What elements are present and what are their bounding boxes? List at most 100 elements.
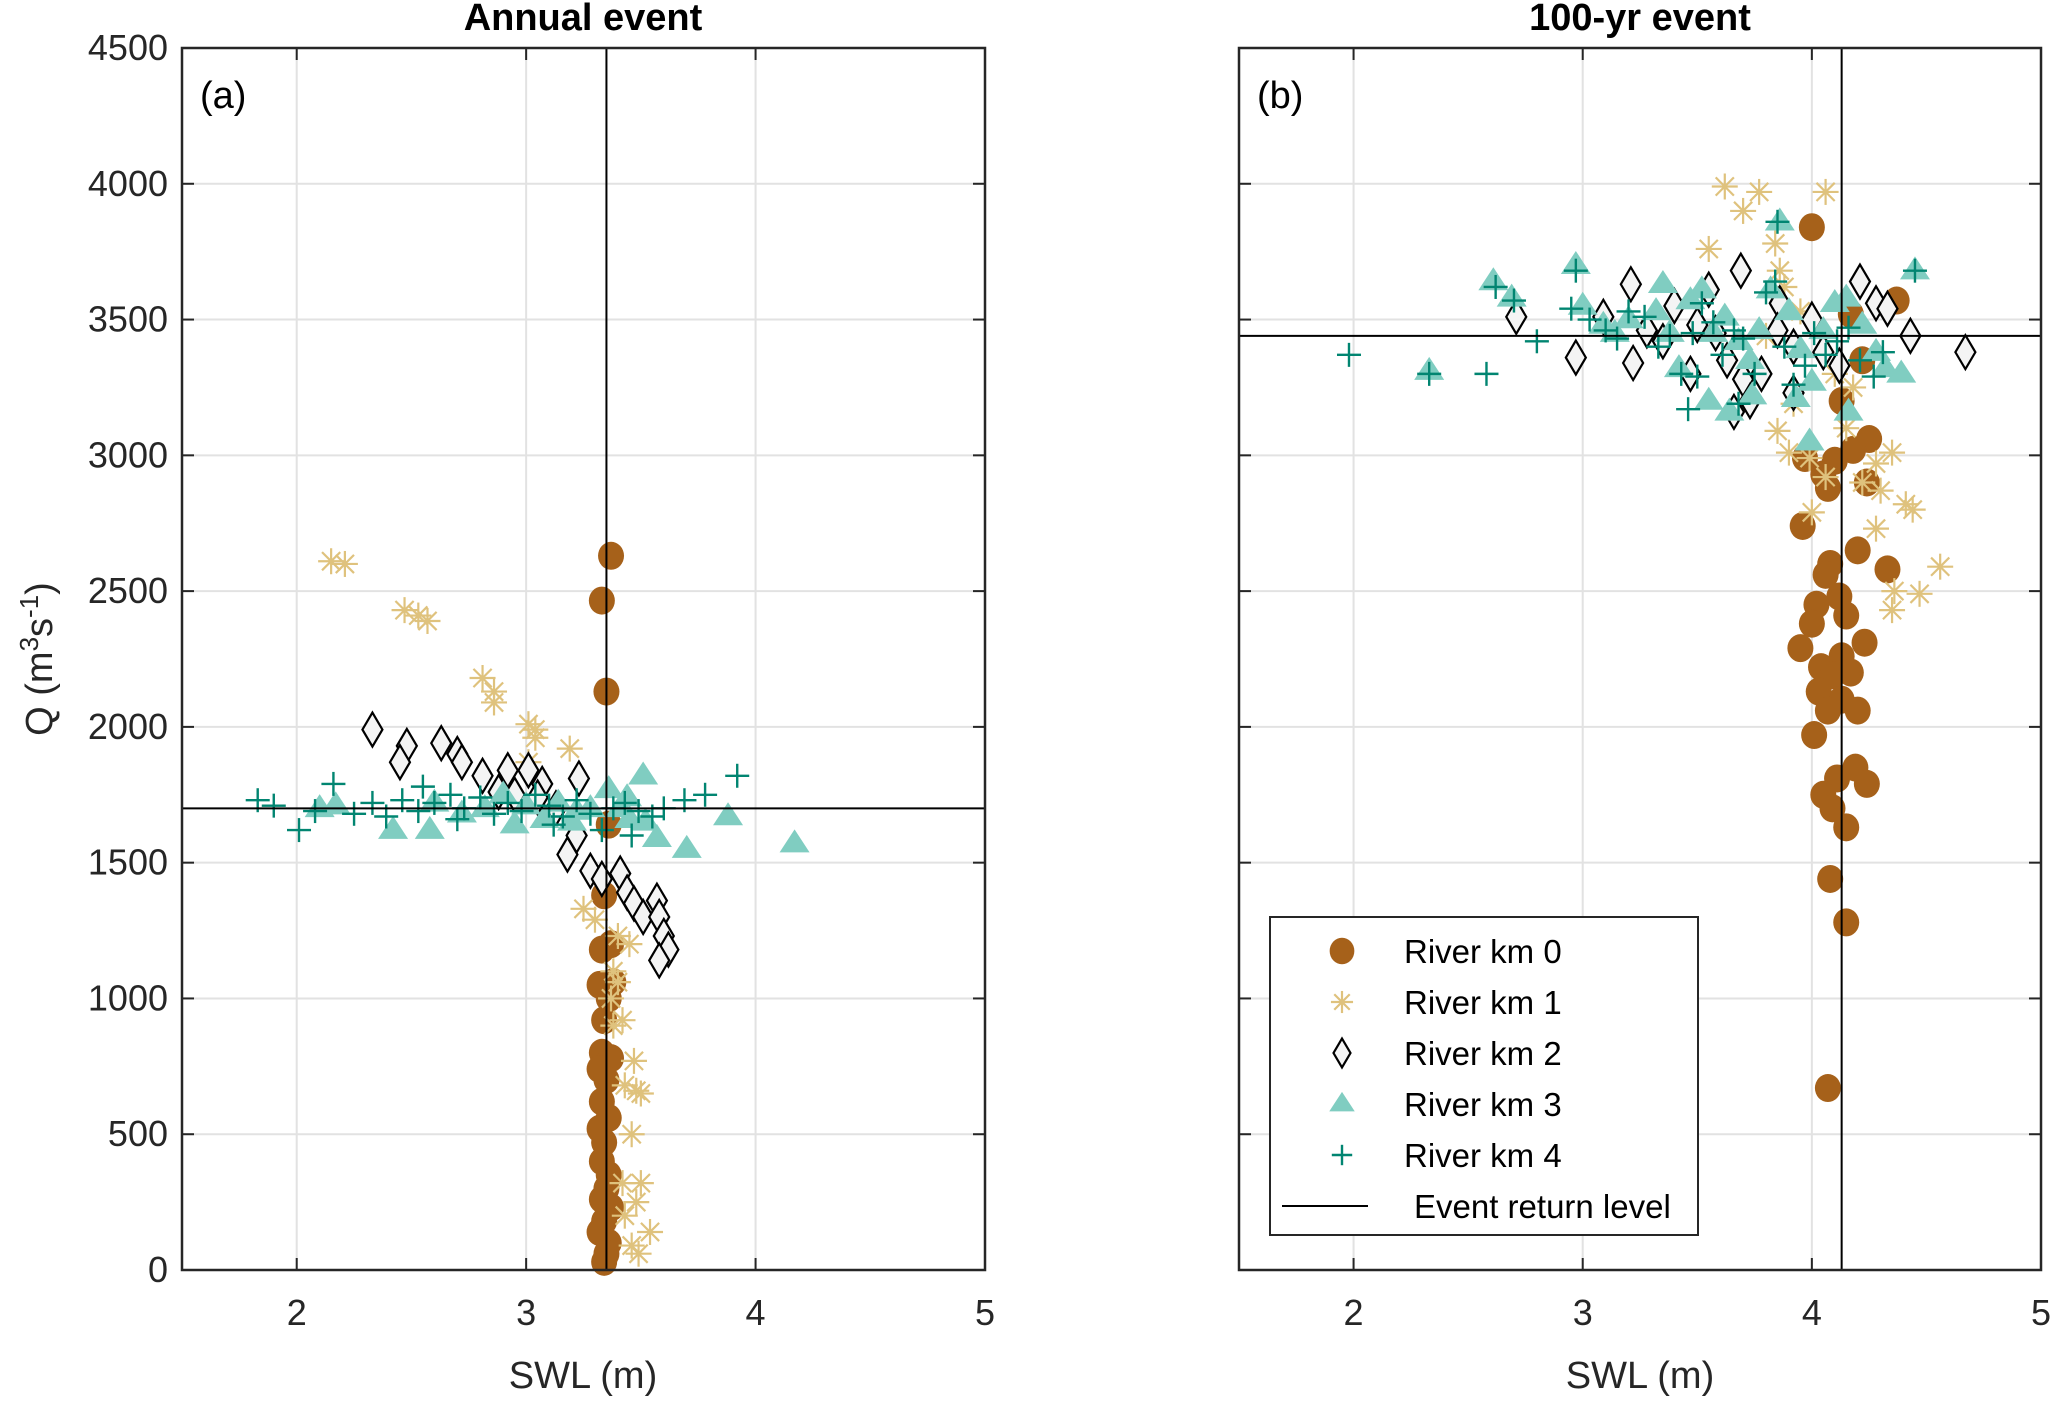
x-tick-label: 4: [1802, 1292, 1822, 1333]
data-point: [1746, 178, 1773, 205]
data-point: [1605, 326, 1630, 351]
data-point: [1646, 334, 1671, 359]
data-point: [1833, 813, 1860, 842]
data-point: [522, 724, 549, 751]
data-point: [1737, 381, 1768, 405]
data-point: [1686, 275, 1717, 299]
data-point: [1764, 417, 1791, 444]
data-point: [438, 782, 463, 807]
x-tick-label: 5: [975, 1292, 995, 1333]
data-point: [523, 782, 548, 807]
data-point: [1483, 274, 1508, 299]
legend-marker-asterisk: [1330, 990, 1354, 1014]
data-point: [612, 790, 637, 815]
data-point: [495, 790, 520, 815]
data-point: [567, 759, 591, 798]
data-point: [1861, 364, 1886, 389]
data-point: [620, 1047, 647, 1074]
data-point: [1621, 343, 1645, 383]
data-point: [1729, 251, 1753, 290]
x-tick-label: 4: [746, 1292, 766, 1333]
data-point: [1840, 374, 1867, 401]
panel-a-grid: [182, 47, 986, 1271]
data-point: [1766, 257, 1793, 284]
data-point: [1744, 316, 1775, 340]
data-point: [318, 548, 345, 575]
data-point: [556, 835, 579, 874]
data-point: [1863, 450, 1890, 477]
legend-marker-triangle: [1329, 1091, 1355, 1112]
data-point: [1709, 302, 1740, 326]
data-point: [1886, 359, 1917, 383]
data-point: [342, 801, 367, 826]
data-point: [1789, 511, 1816, 540]
data-point: [388, 743, 412, 782]
legend: River km 0 River km 1 River km 2 River km 3…: [1269, 916, 1699, 1236]
data-point: [1813, 342, 1838, 367]
data-point: [1695, 235, 1722, 262]
data-point: [1669, 361, 1694, 386]
y-tick-label: 4500: [88, 27, 168, 68]
data-point: [1504, 297, 1528, 337]
data-point: [1647, 269, 1678, 293]
panel-a-title: Annual event: [464, 0, 703, 39]
y-tick-label: 500: [108, 1113, 168, 1154]
data-point: [1663, 354, 1694, 378]
data-point: [1619, 265, 1643, 304]
data-point: [627, 1080, 654, 1107]
data-point: [1474, 361, 1499, 386]
data-point: [1781, 372, 1806, 397]
data-point: [627, 1170, 654, 1197]
data-point: [1563, 258, 1588, 283]
data-point: [623, 1189, 650, 1216]
data-point: [1798, 499, 1825, 526]
legend-items: River km 0 River km 1 River km 2 River km 3…: [1282, 933, 1671, 1225]
data-point: [1851, 628, 1878, 657]
data-point: [1775, 439, 1802, 466]
data-point: [1825, 329, 1850, 354]
data-point: [693, 782, 718, 807]
data-point: [406, 799, 431, 824]
data-point: [1870, 340, 1895, 365]
data-point: [1792, 353, 1817, 378]
data-point: [1564, 338, 1588, 377]
data-point: [468, 785, 493, 810]
y-tick-label: 1500: [88, 842, 168, 883]
data-point: [779, 829, 810, 853]
data-point: [378, 815, 409, 839]
data-point: [469, 665, 496, 692]
data-point: [1731, 326, 1756, 351]
data-point: [1689, 291, 1714, 316]
data-point: [641, 823, 672, 847]
x-tick-label: 2: [1344, 1292, 1364, 1333]
panel-a: Annual event 2 3 4 5 0 500 1000 1500 2000 2500 300…: [14, 0, 995, 1397]
data-point: [1833, 601, 1860, 630]
data-point: [1680, 321, 1705, 346]
data-point: [1676, 397, 1701, 422]
data-point: [1772, 334, 1797, 359]
data-point: [1801, 721, 1828, 750]
panel-a-return-level-lines: [182, 48, 985, 1270]
legend-marker-circle: [1329, 937, 1355, 965]
panel-b-ticks: 2 3 4 5: [1239, 47, 2051, 1333]
data-point: [1693, 386, 1724, 410]
data-point: [1879, 439, 1906, 466]
data-point: [1844, 696, 1871, 725]
data-point: [1874, 555, 1901, 584]
legend-label: River km 0: [1404, 933, 1562, 970]
data-point: [360, 790, 385, 815]
data-point: [671, 834, 702, 858]
data-point: [1879, 597, 1906, 624]
legend-label: Event return level: [1414, 1188, 1671, 1225]
data-point: [1853, 769, 1880, 798]
x-tick-label: 3: [516, 1292, 536, 1333]
data-point: [593, 775, 624, 799]
legend-marker-diamond: [1332, 1036, 1352, 1070]
data-point: [1833, 415, 1860, 442]
data-point: [589, 818, 614, 843]
data-point: [637, 1218, 664, 1245]
data-point: [1906, 580, 1933, 607]
panel-b-frame: [1237, 46, 2043, 1272]
data-point: [1802, 321, 1827, 346]
